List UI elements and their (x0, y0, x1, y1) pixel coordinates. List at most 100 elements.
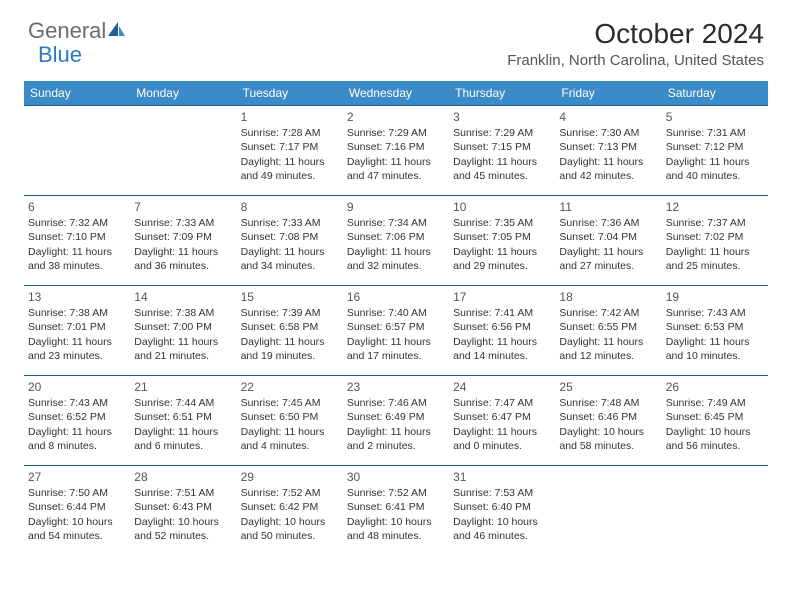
day-number: 4 (559, 109, 657, 125)
day-number: 15 (241, 289, 339, 305)
day-number: 9 (347, 199, 445, 215)
logo-sail-icon (106, 20, 126, 43)
sunrise-line: Sunrise: 7:48 AM (559, 396, 657, 410)
sunset-line: Sunset: 6:55 PM (559, 320, 657, 334)
daylight-line: Daylight: 11 hours and 8 minutes. (28, 425, 126, 453)
day-number: 22 (241, 379, 339, 395)
sunset-line: Sunset: 7:05 PM (453, 230, 551, 244)
calendar-cell: 8Sunrise: 7:33 AMSunset: 7:08 PMDaylight… (237, 196, 343, 286)
day-number: 5 (666, 109, 764, 125)
sunrise-line: Sunrise: 7:33 AM (134, 216, 232, 230)
sunrise-line: Sunrise: 7:29 AM (347, 126, 445, 140)
calendar-cell: 10Sunrise: 7:35 AMSunset: 7:05 PMDayligh… (449, 196, 555, 286)
sunrise-line: Sunrise: 7:34 AM (347, 216, 445, 230)
daylight-line: Daylight: 10 hours and 56 minutes. (666, 425, 764, 453)
sunrise-line: Sunrise: 7:44 AM (134, 396, 232, 410)
day-number: 30 (347, 469, 445, 485)
sunset-line: Sunset: 6:57 PM (347, 320, 445, 334)
calendar-cell: 12Sunrise: 7:37 AMSunset: 7:02 PMDayligh… (662, 196, 768, 286)
calendar-cell: 13Sunrise: 7:38 AMSunset: 7:01 PMDayligh… (24, 286, 130, 376)
calendar-cell: 26Sunrise: 7:49 AMSunset: 6:45 PMDayligh… (662, 376, 768, 466)
sunset-line: Sunset: 7:10 PM (28, 230, 126, 244)
calendar-cell: 9Sunrise: 7:34 AMSunset: 7:06 PMDaylight… (343, 196, 449, 286)
calendar-cell: 3Sunrise: 7:29 AMSunset: 7:15 PMDaylight… (449, 106, 555, 196)
day-number: 18 (559, 289, 657, 305)
sunrise-line: Sunrise: 7:38 AM (28, 306, 126, 320)
calendar-cell-empty (662, 466, 768, 556)
daylight-line: Daylight: 11 hours and 23 minutes. (28, 335, 126, 363)
calendar-cell: 25Sunrise: 7:48 AMSunset: 6:46 PMDayligh… (555, 376, 661, 466)
day-number: 8 (241, 199, 339, 215)
sunrise-line: Sunrise: 7:53 AM (453, 486, 551, 500)
daylight-line: Daylight: 11 hours and 34 minutes. (241, 245, 339, 273)
calendar-cell: 22Sunrise: 7:45 AMSunset: 6:50 PMDayligh… (237, 376, 343, 466)
day-number: 31 (453, 469, 551, 485)
sunrise-line: Sunrise: 7:36 AM (559, 216, 657, 230)
day-number: 2 (347, 109, 445, 125)
calendar-cell: 15Sunrise: 7:39 AMSunset: 6:58 PMDayligh… (237, 286, 343, 376)
calendar-cell: 2Sunrise: 7:29 AMSunset: 7:16 PMDaylight… (343, 106, 449, 196)
logo: General (28, 18, 128, 44)
day-number: 20 (28, 379, 126, 395)
sunset-line: Sunset: 6:46 PM (559, 410, 657, 424)
calendar-cell: 14Sunrise: 7:38 AMSunset: 7:00 PMDayligh… (130, 286, 236, 376)
header: General October 2024 Franklin, North Car… (0, 0, 792, 75)
sunset-line: Sunset: 7:02 PM (666, 230, 764, 244)
logo-sub: Blue (38, 42, 82, 68)
calendar-row: 27Sunrise: 7:50 AMSunset: 6:44 PMDayligh… (24, 466, 768, 556)
sunset-line: Sunset: 7:08 PM (241, 230, 339, 244)
sunrise-line: Sunrise: 7:29 AM (453, 126, 551, 140)
calendar-cell: 6Sunrise: 7:32 AMSunset: 7:10 PMDaylight… (24, 196, 130, 286)
daylight-line: Daylight: 11 hours and 12 minutes. (559, 335, 657, 363)
sunrise-line: Sunrise: 7:51 AM (134, 486, 232, 500)
sunrise-line: Sunrise: 7:30 AM (559, 126, 657, 140)
daylight-line: Daylight: 11 hours and 49 minutes. (241, 155, 339, 183)
calendar-cell: 24Sunrise: 7:47 AMSunset: 6:47 PMDayligh… (449, 376, 555, 466)
daylight-line: Daylight: 11 hours and 32 minutes. (347, 245, 445, 273)
sunrise-line: Sunrise: 7:52 AM (241, 486, 339, 500)
day-header: Friday (555, 81, 661, 106)
sunrise-line: Sunrise: 7:46 AM (347, 396, 445, 410)
daylight-line: Daylight: 11 hours and 47 minutes. (347, 155, 445, 183)
calendar-cell: 23Sunrise: 7:46 AMSunset: 6:49 PMDayligh… (343, 376, 449, 466)
sunset-line: Sunset: 7:17 PM (241, 140, 339, 154)
sunrise-line: Sunrise: 7:38 AM (134, 306, 232, 320)
sunrise-line: Sunrise: 7:42 AM (559, 306, 657, 320)
sunset-line: Sunset: 6:58 PM (241, 320, 339, 334)
day-header: Thursday (449, 81, 555, 106)
day-number: 19 (666, 289, 764, 305)
sunset-line: Sunset: 6:44 PM (28, 500, 126, 514)
sunrise-line: Sunrise: 7:52 AM (347, 486, 445, 500)
sunset-line: Sunset: 6:43 PM (134, 500, 232, 514)
calendar-body: 1Sunrise: 7:28 AMSunset: 7:17 PMDaylight… (24, 106, 768, 556)
day-header: Monday (130, 81, 236, 106)
day-number: 12 (666, 199, 764, 215)
calendar-cell-empty (130, 106, 236, 196)
sunrise-line: Sunrise: 7:45 AM (241, 396, 339, 410)
daylight-line: Daylight: 11 hours and 2 minutes. (347, 425, 445, 453)
sunset-line: Sunset: 6:41 PM (347, 500, 445, 514)
daylight-line: Daylight: 11 hours and 27 minutes. (559, 245, 657, 273)
daylight-line: Daylight: 10 hours and 48 minutes. (347, 515, 445, 543)
day-number: 10 (453, 199, 551, 215)
sunrise-line: Sunrise: 7:35 AM (453, 216, 551, 230)
daylight-line: Daylight: 11 hours and 29 minutes. (453, 245, 551, 273)
sunset-line: Sunset: 7:13 PM (559, 140, 657, 154)
calendar-table: SundayMondayTuesdayWednesdayThursdayFrid… (24, 81, 768, 556)
sunrise-line: Sunrise: 7:47 AM (453, 396, 551, 410)
day-number: 28 (134, 469, 232, 485)
calendar-cell: 1Sunrise: 7:28 AMSunset: 7:17 PMDaylight… (237, 106, 343, 196)
sunrise-line: Sunrise: 7:43 AM (666, 306, 764, 320)
sunrise-line: Sunrise: 7:39 AM (241, 306, 339, 320)
sunset-line: Sunset: 7:04 PM (559, 230, 657, 244)
calendar-cell: 18Sunrise: 7:42 AMSunset: 6:55 PMDayligh… (555, 286, 661, 376)
sunset-line: Sunset: 6:42 PM (241, 500, 339, 514)
sunset-line: Sunset: 6:56 PM (453, 320, 551, 334)
sunset-line: Sunset: 7:00 PM (134, 320, 232, 334)
sunset-line: Sunset: 6:45 PM (666, 410, 764, 424)
logo-text-blue: Blue (38, 42, 82, 67)
day-number: 24 (453, 379, 551, 395)
daylight-line: Daylight: 11 hours and 4 minutes. (241, 425, 339, 453)
daylight-line: Daylight: 11 hours and 45 minutes. (453, 155, 551, 183)
calendar-cell: 19Sunrise: 7:43 AMSunset: 6:53 PMDayligh… (662, 286, 768, 376)
